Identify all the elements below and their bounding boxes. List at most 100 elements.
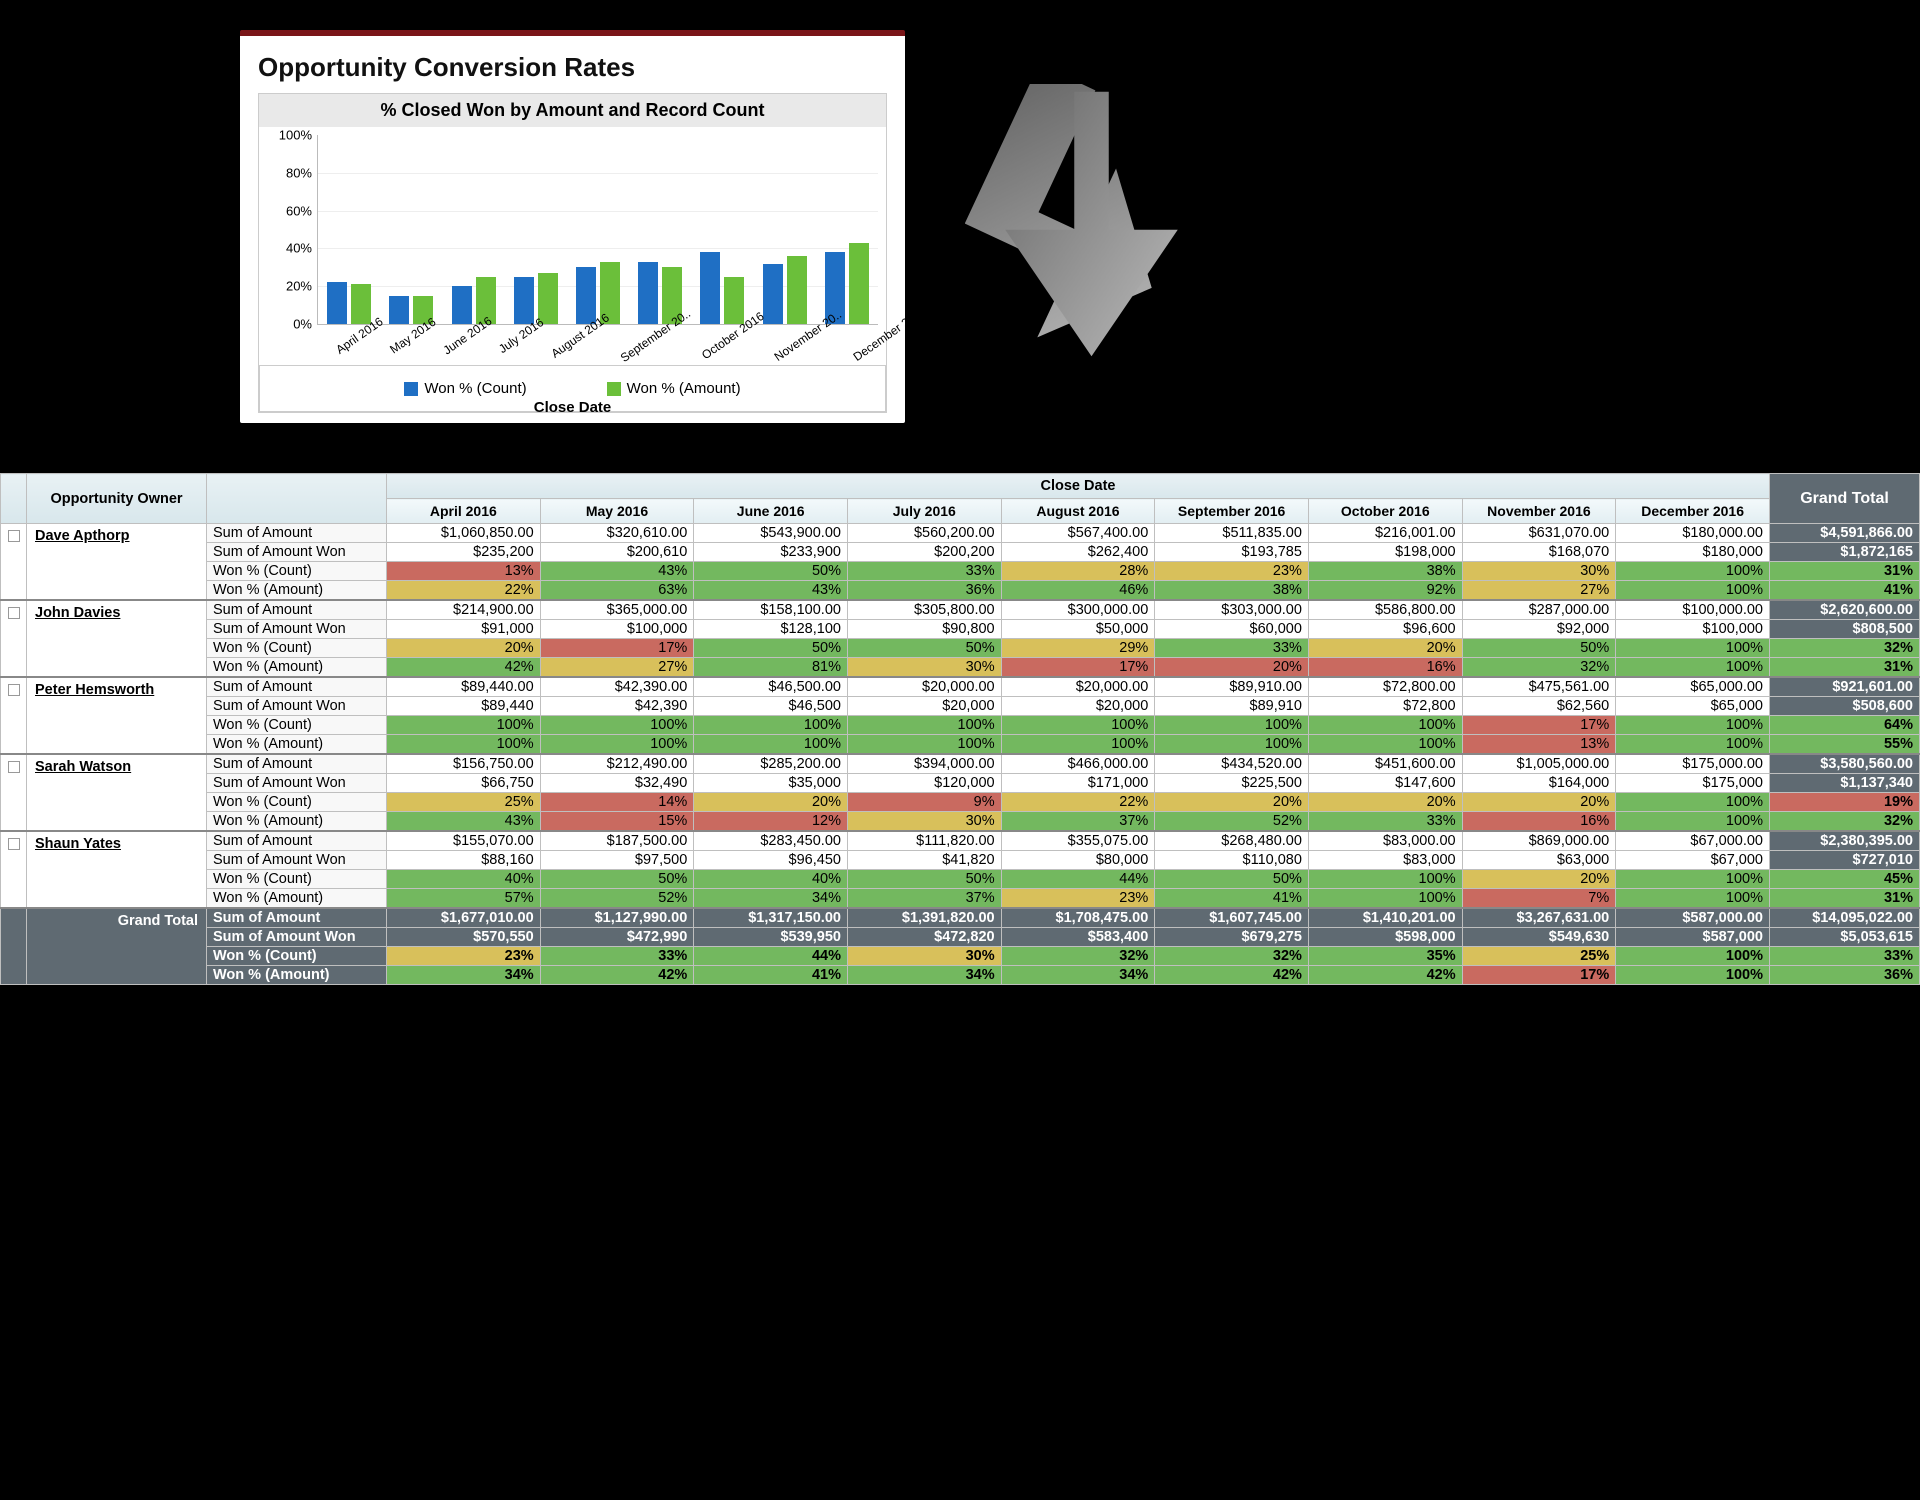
y-tick: 80% <box>268 165 312 180</box>
grand-total-value: $14,095,022.00 <box>1770 908 1920 928</box>
value-cell: $111,820.00 <box>847 831 1001 851</box>
pct-cell: 100% <box>1616 812 1770 832</box>
pct-cell: 34% <box>1001 966 1155 985</box>
bar <box>700 252 720 324</box>
metric-label: Sum of Amount Won <box>207 620 387 639</box>
row-checkbox[interactable] <box>1 754 27 831</box>
pct-cell: 33% <box>1155 639 1309 658</box>
grand-total-label: Grand Total <box>27 908 207 985</box>
pct-cell: 17% <box>1462 716 1616 735</box>
value-cell: $180,000.00 <box>1616 524 1770 543</box>
pct-cell: 36% <box>847 581 1001 601</box>
metric-label: Sum of Amount Won <box>207 851 387 870</box>
pct-cell: 22% <box>1001 793 1155 812</box>
value-cell: $100,000.00 <box>1616 600 1770 620</box>
month-header: July 2016 <box>847 499 1001 524</box>
pct-cell: 100% <box>1616 639 1770 658</box>
value-cell: $198,000 <box>1308 543 1462 562</box>
month-header: November 2016 <box>1462 499 1616 524</box>
pct-cell: 37% <box>1001 812 1155 832</box>
metric-label: Won % (Amount) <box>207 812 387 832</box>
card-title: Opportunity Conversion Rates <box>258 52 887 83</box>
value-cell: $180,000 <box>1616 543 1770 562</box>
pct-cell: 32% <box>1001 947 1155 966</box>
row-total: $1,137,340 <box>1770 774 1920 793</box>
value-cell: $96,600 <box>1308 620 1462 639</box>
pct-cell: 100% <box>540 716 694 735</box>
bar <box>389 296 409 324</box>
metric-label: Sum of Amount <box>207 908 387 928</box>
row-checkbox[interactable] <box>1 677 27 754</box>
pct-cell: 31% <box>1770 562 1920 581</box>
pct-cell: 23% <box>1001 889 1155 909</box>
value-cell: $175,000 <box>1616 774 1770 793</box>
value-cell: $72,800.00 <box>1308 677 1462 697</box>
value-cell: $35,000 <box>694 774 848 793</box>
value-cell: $587,000.00 <box>1616 908 1770 928</box>
pct-cell: 9% <box>847 793 1001 812</box>
pct-cell: 41% <box>694 966 848 985</box>
pct-cell: 32% <box>1770 812 1920 832</box>
metric-label: Won % (Amount) <box>207 735 387 755</box>
value-cell: $67,000.00 <box>1616 831 1770 851</box>
owner-name[interactable]: Dave Apthorp <box>27 524 207 601</box>
pct-cell: 100% <box>540 735 694 755</box>
value-cell: $89,910 <box>1155 697 1309 716</box>
value-cell: $89,910.00 <box>1155 677 1309 697</box>
row-total: $2,620,600.00 <box>1770 600 1920 620</box>
value-cell: $631,070.00 <box>1462 524 1616 543</box>
metric-label: Won % (Count) <box>207 639 387 658</box>
value-cell: $262,400 <box>1001 543 1155 562</box>
value-cell: $451,600.00 <box>1308 754 1462 774</box>
value-cell: $567,400.00 <box>1001 524 1155 543</box>
pct-cell: 32% <box>1770 639 1920 658</box>
owner-name[interactable]: Peter Hemsworth <box>27 677 207 754</box>
owner-name[interactable]: Sarah Watson <box>27 754 207 831</box>
value-cell: $46,500.00 <box>694 677 848 697</box>
value-cell: $549,630 <box>1462 928 1616 947</box>
row-checkbox[interactable] <box>1 831 27 908</box>
row-checkbox[interactable] <box>1 600 27 677</box>
owner-name[interactable]: Shaun Yates <box>27 831 207 908</box>
value-cell: $67,000 <box>1616 851 1770 870</box>
value-cell: $32,490 <box>540 774 694 793</box>
pct-cell: 36% <box>1770 966 1920 985</box>
metric-label: Sum of Amount <box>207 754 387 774</box>
pct-cell: 33% <box>540 947 694 966</box>
owner-name[interactable]: John Davies <box>27 600 207 677</box>
value-cell: $472,990 <box>540 928 694 947</box>
pct-cell: 32% <box>1462 658 1616 678</box>
pct-cell: 50% <box>540 870 694 889</box>
value-cell: $303,000.00 <box>1155 600 1309 620</box>
row-checkbox[interactable] <box>1 524 27 601</box>
pct-cell: 14% <box>540 793 694 812</box>
value-cell: $3,267,631.00 <box>1462 908 1616 928</box>
pct-cell: 100% <box>1308 889 1462 909</box>
pct-cell: 20% <box>1155 793 1309 812</box>
value-cell: $394,000.00 <box>847 754 1001 774</box>
pct-cell: 42% <box>540 966 694 985</box>
pct-cell: 20% <box>387 639 541 658</box>
value-cell: $300,000.00 <box>1001 600 1155 620</box>
month-header: June 2016 <box>694 499 848 524</box>
value-cell: $268,480.00 <box>1155 831 1309 851</box>
bar <box>538 273 558 324</box>
row-total: $1,872,165 <box>1770 543 1920 562</box>
pct-cell: 17% <box>540 639 694 658</box>
pct-cell: 100% <box>1616 793 1770 812</box>
value-cell: $100,000 <box>540 620 694 639</box>
pct-cell: 16% <box>1462 812 1616 832</box>
value-cell: $1,708,475.00 <box>1001 908 1155 928</box>
value-cell: $1,060,850.00 <box>387 524 541 543</box>
row-total: $727,010 <box>1770 851 1920 870</box>
metric-label: Sum of Amount Won <box>207 928 387 947</box>
pct-cell: 50% <box>847 639 1001 658</box>
value-cell: $320,610.00 <box>540 524 694 543</box>
value-cell: $100,000 <box>1616 620 1770 639</box>
chart-card: Opportunity Conversion Rates % Closed Wo… <box>240 30 905 423</box>
month-header: December 2016 <box>1616 499 1770 524</box>
pct-cell: 17% <box>1462 966 1616 985</box>
pct-cell: 33% <box>847 562 1001 581</box>
pct-cell: 31% <box>1770 889 1920 909</box>
pct-cell: 23% <box>387 947 541 966</box>
